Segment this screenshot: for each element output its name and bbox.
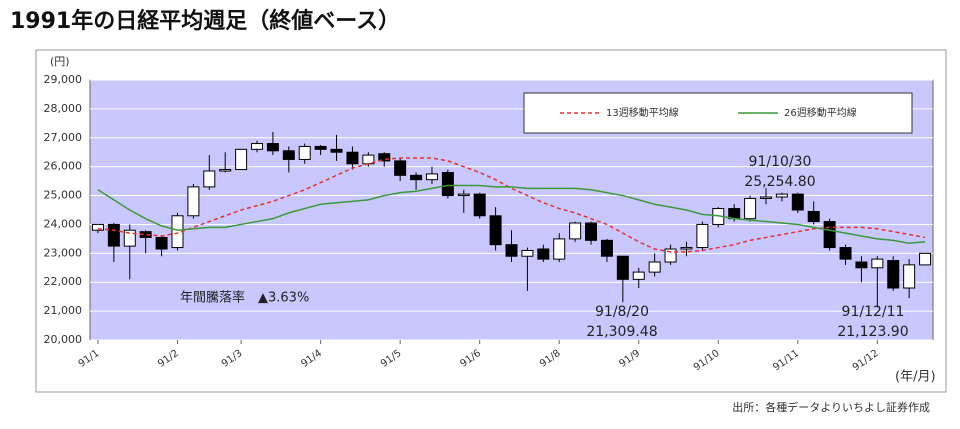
moving-average-line — [97, 157, 926, 253]
candle-body — [648, 261, 661, 273]
candle-body — [298, 145, 311, 160]
annotation: 91/10/30 — [749, 154, 812, 170]
chart-title: 1991年の日経平均週足（終値ベース） — [10, 8, 400, 34]
candle-body — [903, 264, 916, 289]
candle-body — [505, 244, 518, 257]
candle-body — [791, 193, 804, 211]
candle-body — [441, 171, 454, 197]
y-tick-label: 20,000 — [44, 333, 83, 346]
candle-body — [107, 223, 120, 247]
candle-body — [664, 248, 677, 263]
y-tick-label: 25,000 — [44, 189, 83, 202]
candle-body — [553, 238, 566, 260]
annotation: 25,254.80 — [744, 174, 815, 190]
candle-body — [632, 271, 645, 280]
y-unit: (円) — [50, 55, 70, 68]
candle-body — [887, 260, 900, 289]
candle-body — [235, 148, 248, 171]
y-tick-label: 28,000 — [44, 102, 83, 115]
candle-body — [696, 223, 709, 249]
candle-body — [871, 258, 884, 269]
candle-body — [855, 261, 868, 269]
candle-body — [680, 247, 693, 250]
candle-body — [378, 153, 391, 162]
candle-body — [457, 193, 470, 197]
candle-body — [314, 145, 327, 150]
candle-body — [744, 197, 757, 220]
annotation: 年間騰落率 ▲3.63% — [180, 290, 309, 306]
candle-body — [251, 143, 264, 150]
candle-body — [203, 170, 216, 188]
candle-body — [282, 150, 295, 160]
candle-body — [600, 239, 613, 257]
y-tick-label: 26,000 — [44, 160, 83, 173]
annotation: 21,309.48 — [586, 324, 657, 340]
candle-body — [521, 249, 534, 257]
candle-body — [219, 169, 232, 172]
y-tick-label: 24,000 — [44, 217, 83, 230]
y-tick-label: 23,000 — [44, 246, 83, 259]
candle-body — [123, 229, 136, 247]
candle-body — [759, 196, 772, 199]
x-unit: (年/月) — [895, 370, 936, 385]
candle-body — [410, 174, 423, 181]
candle-body — [537, 248, 550, 260]
candle-body — [425, 173, 438, 181]
moving-average-line — [97, 184, 926, 244]
candle-body — [839, 247, 852, 260]
candle-body — [728, 208, 741, 220]
candle-body — [91, 223, 104, 231]
source: 出所：各種データよりいちよし証券作成 — [732, 400, 930, 414]
candle-body — [346, 151, 359, 165]
candle-body — [187, 186, 200, 217]
legend-label: 26週移動平均線 — [784, 106, 857, 119]
candle-body — [330, 148, 343, 153]
y-tick-label: 21,000 — [44, 304, 83, 317]
candle-body — [823, 221, 836, 249]
y-tick-label: 27,000 — [44, 131, 83, 144]
candle-body — [775, 193, 788, 198]
annotation: 91/12/11 — [842, 304, 905, 320]
candle-body — [155, 236, 168, 250]
candle-body — [473, 193, 486, 217]
candle-body — [569, 222, 582, 240]
annotation: 91/8/20 — [595, 304, 649, 320]
candle-body — [585, 222, 598, 241]
legend-label: 13週移動平均線 — [606, 106, 679, 119]
candle-body — [616, 255, 629, 280]
candle-body — [489, 215, 502, 246]
annotation: 21,123.90 — [837, 324, 908, 340]
candle-body — [394, 160, 407, 176]
y-tick-label: 29,000 — [44, 73, 83, 86]
candle-body — [919, 252, 932, 266]
y-tick-label: 22,000 — [44, 275, 83, 288]
candle-body — [807, 210, 820, 223]
candle-body — [266, 143, 279, 152]
